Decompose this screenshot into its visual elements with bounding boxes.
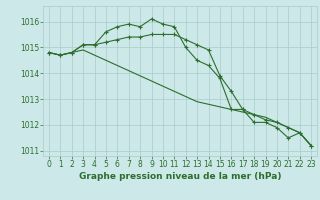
X-axis label: Graphe pression niveau de la mer (hPa): Graphe pression niveau de la mer (hPa) xyxy=(79,172,281,181)
